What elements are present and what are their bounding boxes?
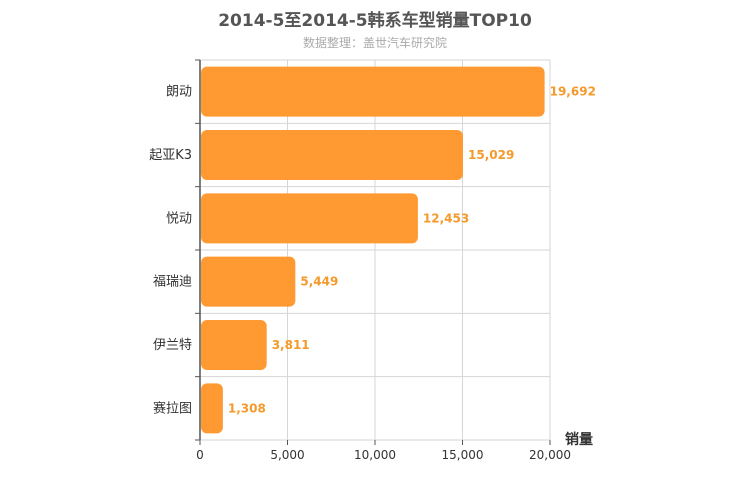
data-label: 1,308 — [228, 401, 266, 415]
chart-title: 2014-5至2014-5韩系车型销量TOP10 — [218, 11, 532, 31]
chart-subtitle: 数据整理：盖世汽车研究院 — [302, 36, 447, 50]
x-tick-label: 10,000 — [354, 448, 396, 462]
y-tick-label: 赛拉图 — [153, 400, 192, 416]
data-label: 12,453 — [423, 211, 469, 225]
bar-series: 19,692 15,029 12,453 5,449 3,811 1,308 — [201, 66, 596, 434]
y-tick-label: 悦动 — [166, 211, 192, 226]
x-axis-title: 销量 — [565, 431, 593, 448]
x-tick-label: 20,000 — [529, 448, 571, 462]
x-tick-label: 15,000 — [442, 448, 484, 462]
y-tick-label: 福瑞迪 — [153, 275, 192, 290]
y-tick-label: 朗动 — [166, 85, 192, 100]
data-label: 15,029 — [468, 148, 514, 162]
bar — [201, 320, 267, 370]
data-label: 3,811 — [272, 338, 310, 352]
bar — [201, 130, 464, 180]
bar — [201, 383, 223, 434]
bar — [201, 193, 418, 244]
data-label: 5,449 — [300, 275, 338, 289]
data-label: 19,692 — [550, 85, 596, 99]
bar — [201, 66, 545, 117]
x-tick-label: 0 — [196, 448, 204, 462]
grid-lines — [200, 59, 551, 441]
bar — [201, 256, 296, 307]
x-tick-label: 5,000 — [270, 448, 304, 462]
y-tick-label: 起亚K3 — [149, 148, 192, 163]
y-tick-label: 伊兰特 — [153, 338, 192, 353]
